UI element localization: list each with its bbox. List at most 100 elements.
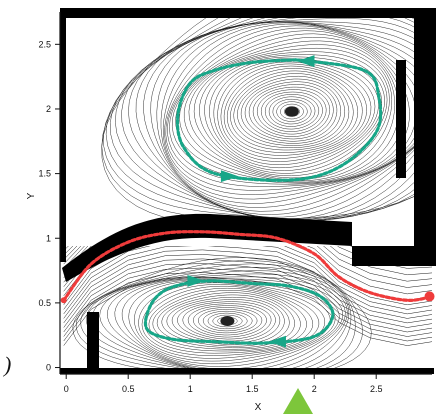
wall-right-upper (414, 8, 436, 248)
streamline (260, 91, 323, 132)
x-axis-label: X (255, 402, 262, 413)
x-tick-label: 2.5 (370, 384, 383, 394)
streamline (63, 246, 432, 283)
streamline (63, 246, 432, 296)
through-flow-start-dot (60, 297, 67, 304)
streamline (63, 254, 432, 324)
streamline (272, 98, 312, 125)
streamline (75, 260, 363, 372)
streamline (202, 310, 253, 332)
streamline (171, 33, 405, 184)
streamline (63, 276, 432, 346)
x-tick-label: 0 (64, 384, 69, 394)
flow-arrowhead (187, 274, 205, 287)
flow-arrowhead (268, 335, 286, 348)
streamline (280, 103, 304, 120)
streamline (134, 281, 331, 362)
streamline (182, 303, 272, 340)
streamline (268, 96, 316, 127)
x-tick-label: 0.5 (122, 384, 135, 394)
streamline (217, 61, 372, 162)
streamline (162, 22, 415, 200)
x-tick-label: 2 (312, 384, 317, 394)
streamline (213, 60, 376, 165)
streamline (276, 101, 308, 122)
y-tick-label: 0 (46, 363, 51, 373)
vortex-core (220, 315, 235, 326)
wall-top (60, 8, 436, 18)
lower-recirculation-path (143, 279, 335, 345)
streamline (256, 89, 327, 135)
streamline (63, 263, 432, 333)
streamline (63, 267, 432, 337)
streamline (212, 314, 243, 328)
upper-recirculation-path (175, 58, 383, 182)
panel-paren: ) (2, 352, 11, 377)
streamline (193, 307, 263, 336)
x-tick-label: 1 (188, 384, 193, 394)
y-tick-label: 1.5 (38, 169, 51, 179)
streamline (138, 282, 326, 359)
streamline (152, 290, 301, 350)
streamline (244, 81, 338, 142)
wall-bottom (60, 368, 434, 374)
streamline (264, 94, 320, 130)
streamline (72, 257, 372, 372)
streamline (63, 272, 432, 342)
upper-cavity-streamlines (101, 17, 415, 224)
inlet-marker-triangle (283, 388, 313, 414)
streamline (207, 312, 248, 330)
y-tick-label: 2 (46, 104, 51, 114)
streamline (148, 287, 307, 352)
streamline (150, 21, 415, 212)
through-flow-path (62, 230, 434, 302)
x-tick-label: 1.5 (246, 384, 259, 394)
streamline (135, 18, 415, 218)
streamline (220, 63, 367, 159)
streamline (199, 54, 385, 174)
streamline (240, 78, 341, 144)
streamline (226, 68, 359, 153)
streamline (248, 84, 334, 140)
streamline (198, 309, 258, 334)
streamline (233, 73, 350, 148)
streamline (252, 86, 331, 137)
streamline (177, 301, 276, 342)
y-tick-label: 0.5 (38, 298, 51, 308)
streamline (156, 292, 295, 349)
streamline (99, 273, 348, 372)
streamline (160, 21, 415, 204)
streamline (179, 40, 396, 182)
streamline (230, 70, 354, 151)
vortex-core (284, 106, 299, 117)
streamline (164, 23, 415, 195)
flow-arrowhead (297, 55, 315, 68)
streamline (109, 17, 415, 222)
streamline (121, 17, 415, 221)
walls (60, 8, 436, 374)
streamline (169, 30, 410, 185)
streamline (193, 51, 388, 177)
streamline (63, 258, 432, 328)
wall-inner-right (396, 60, 406, 178)
streamline (101, 17, 415, 219)
streamline (101, 17, 415, 224)
wall-inner-left-post (87, 312, 99, 370)
streamline (165, 25, 415, 191)
streamline (63, 246, 432, 292)
streamline (204, 56, 382, 171)
streamline (63, 246, 432, 315)
streamline (223, 65, 363, 156)
through-flow-end-dot (424, 291, 435, 302)
streamline (161, 294, 290, 347)
streamline (156, 21, 415, 208)
streamline (63, 246, 432, 310)
flow-arrowheads (60, 55, 435, 348)
streamline (167, 27, 415, 187)
streamline (103, 17, 415, 220)
streamline (237, 75, 345, 146)
y-tick-label: 1 (46, 233, 51, 243)
y-axis-label: Y (26, 192, 37, 199)
streamline (107, 276, 346, 372)
